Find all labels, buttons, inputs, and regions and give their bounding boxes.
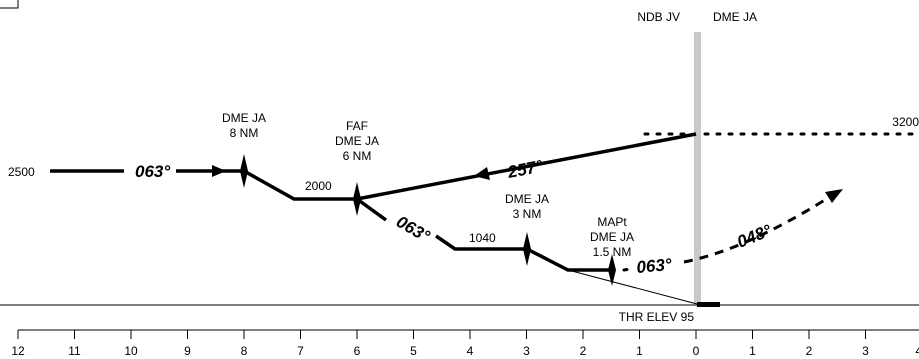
facility-position-bar xyxy=(694,32,701,304)
course-missed-048: 048° xyxy=(734,221,774,252)
outbound-arrowhead xyxy=(474,167,490,180)
missed-approach-arrowhead xyxy=(825,189,843,203)
scale-label: 1 xyxy=(636,344,643,358)
visual-descent-line xyxy=(567,269,698,305)
scale-label: 3 xyxy=(862,344,869,358)
scale-label: 4 xyxy=(915,344,919,358)
altitude-2000: 2000 xyxy=(305,179,332,193)
step-down-8-to-6 xyxy=(243,169,357,201)
missed-approach-track xyxy=(683,196,829,264)
scale-label: 4 xyxy=(467,344,474,358)
scale-label: 2 xyxy=(806,344,813,358)
final-descent-track-a xyxy=(355,197,388,222)
initial-segment-arrowhead xyxy=(212,165,226,177)
fix-dme8-line2: 8 NM xyxy=(230,126,259,140)
altitude-3200: 3200 xyxy=(892,115,919,129)
fix-mapt-line3: 1.5 NM xyxy=(593,245,632,259)
fix-faf-line1: FAF xyxy=(346,119,368,133)
altitude-1040: 1040 xyxy=(469,231,496,245)
fix-faf-line3: 6 NM xyxy=(343,149,372,163)
fix-dme3-line2: 3 NM xyxy=(513,207,542,221)
ndb-label: NDB JV xyxy=(637,10,680,24)
scale-label: 10 xyxy=(124,344,138,358)
outbound-track xyxy=(356,132,697,201)
scale-label: 12 xyxy=(11,344,25,358)
scale-label: 0 xyxy=(693,344,700,358)
scale-label: 1 xyxy=(749,344,756,358)
course-outbound-257: 257° xyxy=(505,157,544,183)
course-final-063: 063° xyxy=(393,212,433,246)
corner-tab xyxy=(0,0,19,9)
dme-label: DME JA xyxy=(713,10,757,24)
scale-label: 11 xyxy=(68,344,81,358)
scale-label: 6 xyxy=(354,344,361,358)
scale-label: 3 xyxy=(523,344,530,358)
scale-label: 8 xyxy=(241,344,248,358)
fix-dme8-line1: DME JA xyxy=(222,111,266,125)
fix-faf-line2: DME JA xyxy=(335,134,379,148)
distance-scale: 12 11 10 9 8 7 6 5 4 3 2 1 0 1 2 3 4 xyxy=(11,330,919,358)
fix-mapt-line2: DME JA xyxy=(590,230,634,244)
threshold-marker xyxy=(697,302,720,307)
scale-label: 7 xyxy=(297,344,304,358)
fix-dme3-line1: DME JA xyxy=(505,192,549,206)
threshold-elevation: THR ELEV 95 xyxy=(619,310,695,324)
fix-mapt-marker xyxy=(608,254,616,286)
mapt-continuation-dots xyxy=(622,267,632,272)
fix-mapt-line1: MAPt xyxy=(597,215,627,229)
scale-label: 2 xyxy=(580,344,587,358)
final-descent-track-b xyxy=(435,234,527,251)
course-initial-063: 063° xyxy=(135,162,170,181)
scale-label: 5 xyxy=(410,344,417,358)
scale-label: 9 xyxy=(184,344,191,358)
altitude-2500: 2500 xyxy=(8,165,35,179)
course-after-mapt-063: 063° xyxy=(636,255,673,277)
